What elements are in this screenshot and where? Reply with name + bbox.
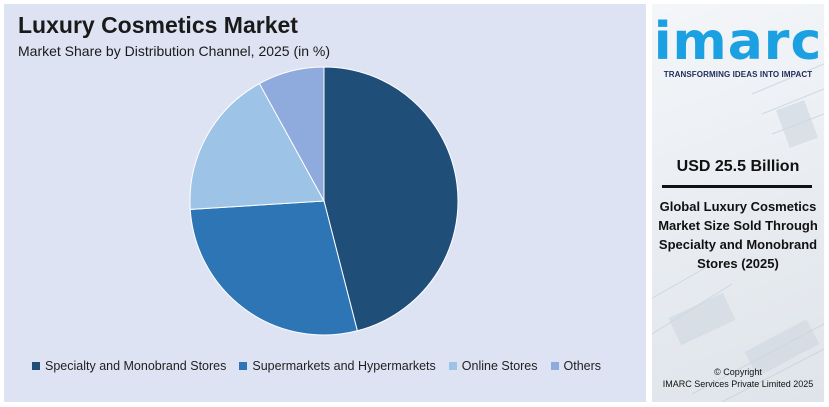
legend-swatch: [550, 362, 559, 370]
legend-swatch: [32, 362, 40, 370]
legend-label: Supermarkets and Hypermarkets: [252, 359, 436, 373]
pie-chart: [189, 66, 459, 336]
copyright-line-1: © Copyright: [714, 367, 762, 377]
pie-slice-others: [258, 66, 325, 202]
pie-slice-specialty-and-monobrand-stores: [323, 66, 459, 332]
logo-tagline: TRANSFORMING IDEAS INTO IMPACT: [663, 70, 813, 79]
legend-swatch: [448, 362, 457, 370]
copyright-line-2: IMARC Services Private Limited 2025: [662, 379, 814, 389]
market-size-caption: Global Luxury Cosmetics Market Size Sold…: [658, 199, 818, 271]
imarc-logo: imarc TRANSFORMING IDEAS INTO IMPACT: [652, 16, 824, 79]
copyright-notice: © Copyright IMARC Services Private Limit…: [652, 366, 824, 390]
legend-item: Online Stores: [448, 359, 538, 373]
info-panel: imarc TRANSFORMING IDEAS INTO IMPACT USD…: [652, 4, 824, 402]
legend-item: Supermarkets and Hypermarkets: [239, 359, 436, 373]
logo-wordmark: imarc: [653, 12, 823, 72]
pie-slice-supermarkets-and-hypermarkets: [189, 200, 358, 336]
market-size-value: USD 25.5 Billion: [676, 158, 800, 175]
pie-slice-online-stores: [189, 82, 325, 210]
background-decoration: [652, 63, 824, 402]
legend-swatch: [239, 362, 248, 370]
value-divider: [662, 185, 812, 188]
chart-legend: Specialty and Monobrand Stores Supermarke…: [32, 359, 614, 373]
legend-item: Specialty and Monobrand Stores: [32, 359, 226, 373]
chart-subtitle: Market Share by Distribution Channel, 20…: [18, 43, 331, 59]
legend-label: Specialty and Monobrand Stores: [45, 359, 227, 373]
legend-label: Online Stores: [461, 359, 538, 373]
chart-panel: Luxury Cosmetics Market Market Share by …: [4, 4, 646, 402]
chart-title: Luxury Cosmetics Market: [18, 12, 298, 38]
legend-item: Others: [550, 359, 602, 373]
legend-label: Others: [563, 359, 602, 373]
